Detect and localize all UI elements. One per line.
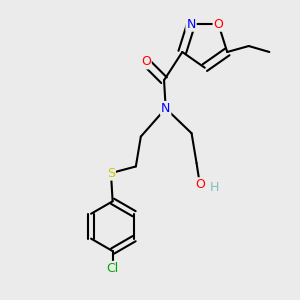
Text: N: N xyxy=(161,102,170,115)
Text: N: N xyxy=(186,18,196,31)
Text: O: O xyxy=(195,178,205,191)
Text: S: S xyxy=(107,167,115,180)
Text: Cl: Cl xyxy=(106,262,119,275)
Text: O: O xyxy=(214,18,224,31)
Text: O: O xyxy=(141,56,151,68)
Text: H: H xyxy=(210,181,219,194)
